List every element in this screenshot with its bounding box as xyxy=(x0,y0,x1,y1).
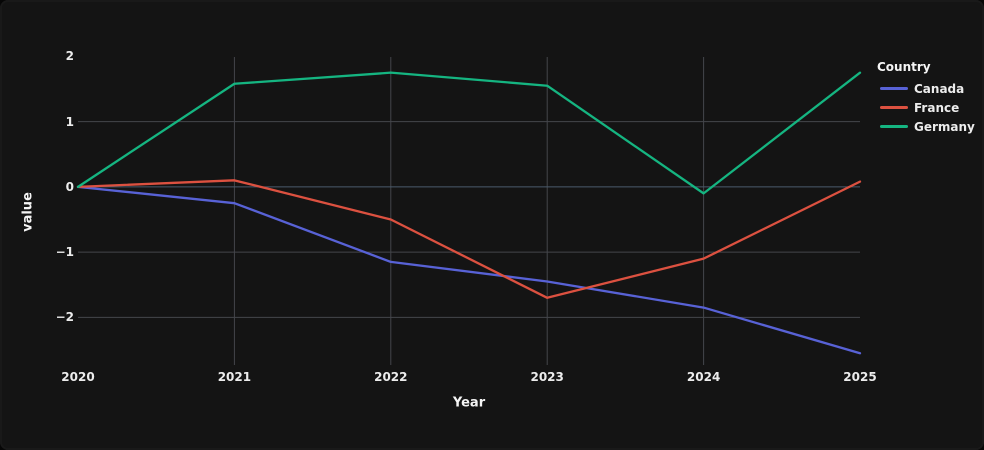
legend-swatch-germany-icon xyxy=(880,125,908,128)
y-tick-label--1: −1 xyxy=(55,245,74,260)
y-tick-label--2: −2 xyxy=(55,310,74,325)
x-tick-label-2021: 2021 xyxy=(217,370,252,384)
x-axis-title: Year xyxy=(452,395,486,411)
legend-swatch-france-icon xyxy=(880,106,908,109)
legend-title: Country xyxy=(877,60,931,74)
series-line-canada xyxy=(76,185,862,355)
legend-item-canada: Canada xyxy=(877,79,975,98)
legend-item-germany: Germany xyxy=(877,117,975,136)
legend-item-france: France xyxy=(877,98,975,117)
y-tick-label-2: 2 xyxy=(65,49,74,64)
series-line-germany xyxy=(76,71,862,195)
legend: Country Canada France Germany xyxy=(877,60,975,136)
legend-label-canada: Canada xyxy=(914,81,965,96)
series-line-france xyxy=(76,179,862,299)
x-tick-label-2025: 2025 xyxy=(843,370,877,384)
legend-label-germany: Germany xyxy=(914,119,975,134)
y-tick-label-1: 1 xyxy=(65,114,74,129)
x-tick-label-2023: 2023 xyxy=(530,370,564,384)
legend-label-france: France xyxy=(914,100,960,115)
x-tick-label-2022: 2022 xyxy=(374,370,408,384)
legend-swatch-canada-icon xyxy=(880,87,908,90)
x-tick-label-2024: 2024 xyxy=(686,370,721,384)
y-axis-title: value xyxy=(20,192,36,232)
legend-items: Canada France Germany xyxy=(877,79,975,136)
y-tick-label-0: 0 xyxy=(65,179,74,194)
x-tick-label-2020: 2020 xyxy=(61,370,95,384)
